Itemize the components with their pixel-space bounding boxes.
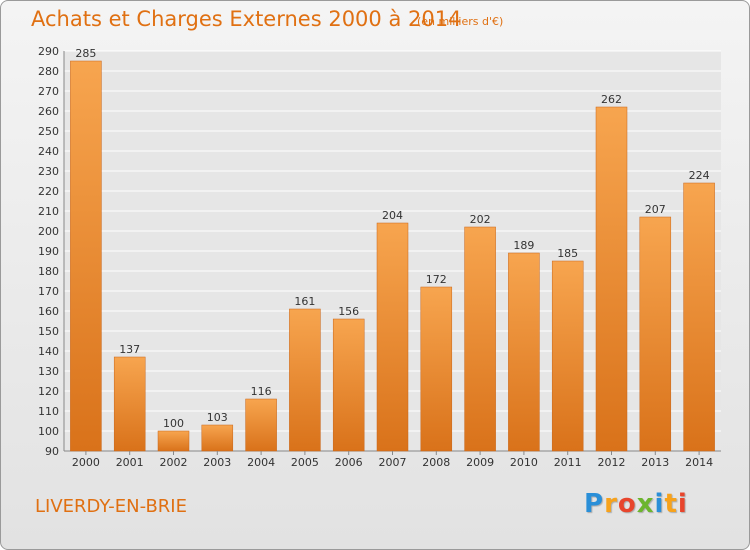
x-tick-label: 2004 [247, 456, 275, 469]
bar-value-label: 202 [470, 213, 491, 226]
logo-letter: o [617, 489, 637, 519]
y-tick-label: 260 [38, 105, 59, 118]
logo-letter: i [654, 489, 665, 519]
logo-letter: t [664, 489, 678, 519]
bar-value-label: 100 [163, 417, 184, 430]
y-tick-label: 200 [38, 225, 59, 238]
x-tick-label: 2013 [641, 456, 669, 469]
bar-value-label: 224 [689, 169, 710, 182]
commune-name: LIVERDY-EN-BRIE [35, 496, 187, 517]
bar-value-label: 285 [75, 47, 96, 60]
y-tick-label: 100 [38, 425, 59, 438]
logo-letter: x [636, 489, 655, 519]
bar-value-label: 156 [338, 305, 359, 318]
y-tick-label: 110 [38, 405, 59, 418]
x-tick-label: 2007 [379, 456, 407, 469]
x-tick-label: 2006 [335, 456, 363, 469]
bar [551, 260, 584, 452]
bar [508, 252, 540, 452]
bar [639, 216, 672, 452]
bar [289, 308, 321, 452]
bar-value-label: 137 [119, 343, 140, 356]
bar [70, 60, 102, 452]
x-tick-label: 2002 [160, 456, 188, 469]
y-tick-label: 170 [38, 285, 59, 298]
x-tick-label: 2000 [72, 456, 100, 469]
y-tick-label: 180 [38, 265, 59, 278]
y-tick-label: 120 [38, 385, 59, 398]
y-tick-label: 90 [45, 445, 59, 458]
chart-subtitle: (en milliers d'€) [417, 15, 504, 28]
bar [245, 398, 277, 452]
x-tick-label: 2009 [466, 456, 494, 469]
bar [376, 222, 409, 452]
y-tick-label: 240 [38, 145, 59, 158]
y-tick-label: 280 [38, 65, 59, 78]
bar [595, 106, 628, 452]
bar [464, 226, 496, 452]
bar [157, 430, 190, 452]
proxiti-logo: Proxiti [584, 489, 688, 519]
bar [113, 356, 146, 452]
y-tick-label: 250 [38, 125, 59, 138]
y-tick-label: 290 [38, 45, 59, 58]
x-tick-label: 2001 [116, 456, 144, 469]
y-tick-label: 190 [38, 245, 59, 258]
bar-value-label: 262 [601, 93, 622, 106]
bar [683, 182, 715, 452]
x-tick-label: 2003 [203, 456, 231, 469]
y-tick-label: 150 [38, 325, 59, 338]
y-tick-label: 210 [38, 205, 59, 218]
bar-value-label: 103 [207, 411, 228, 424]
bar-value-label: 189 [513, 239, 534, 252]
x-tick-label: 2008 [422, 456, 450, 469]
chart-title: Achats et Charges Externes 2000 à 2014 [31, 7, 462, 31]
y-tick-label: 130 [38, 365, 59, 378]
x-tick-label: 2005 [291, 456, 319, 469]
bar [332, 318, 365, 452]
y-tick-label: 220 [38, 185, 59, 198]
x-tick-label: 2012 [598, 456, 626, 469]
y-tick-label: 160 [38, 305, 59, 318]
bar-value-label: 172 [426, 273, 447, 286]
logo-letter: P [584, 489, 605, 519]
bar-value-label: 161 [294, 295, 315, 308]
bar [420, 286, 453, 452]
y-tick-label: 140 [38, 345, 59, 358]
x-tick-label: 2011 [554, 456, 582, 469]
y-tick-label: 230 [38, 165, 59, 178]
x-tick-label: 2010 [510, 456, 538, 469]
bar-value-label: 204 [382, 209, 403, 222]
y-tick-label: 270 [38, 85, 59, 98]
x-tick-label: 2014 [685, 456, 713, 469]
bar-value-label: 207 [645, 203, 666, 216]
logo-letter: r [604, 489, 618, 519]
bar-value-label: 116 [251, 385, 272, 398]
logo-letter: i [677, 489, 688, 519]
bar-value-label: 185 [557, 247, 578, 260]
bar [201, 424, 234, 452]
